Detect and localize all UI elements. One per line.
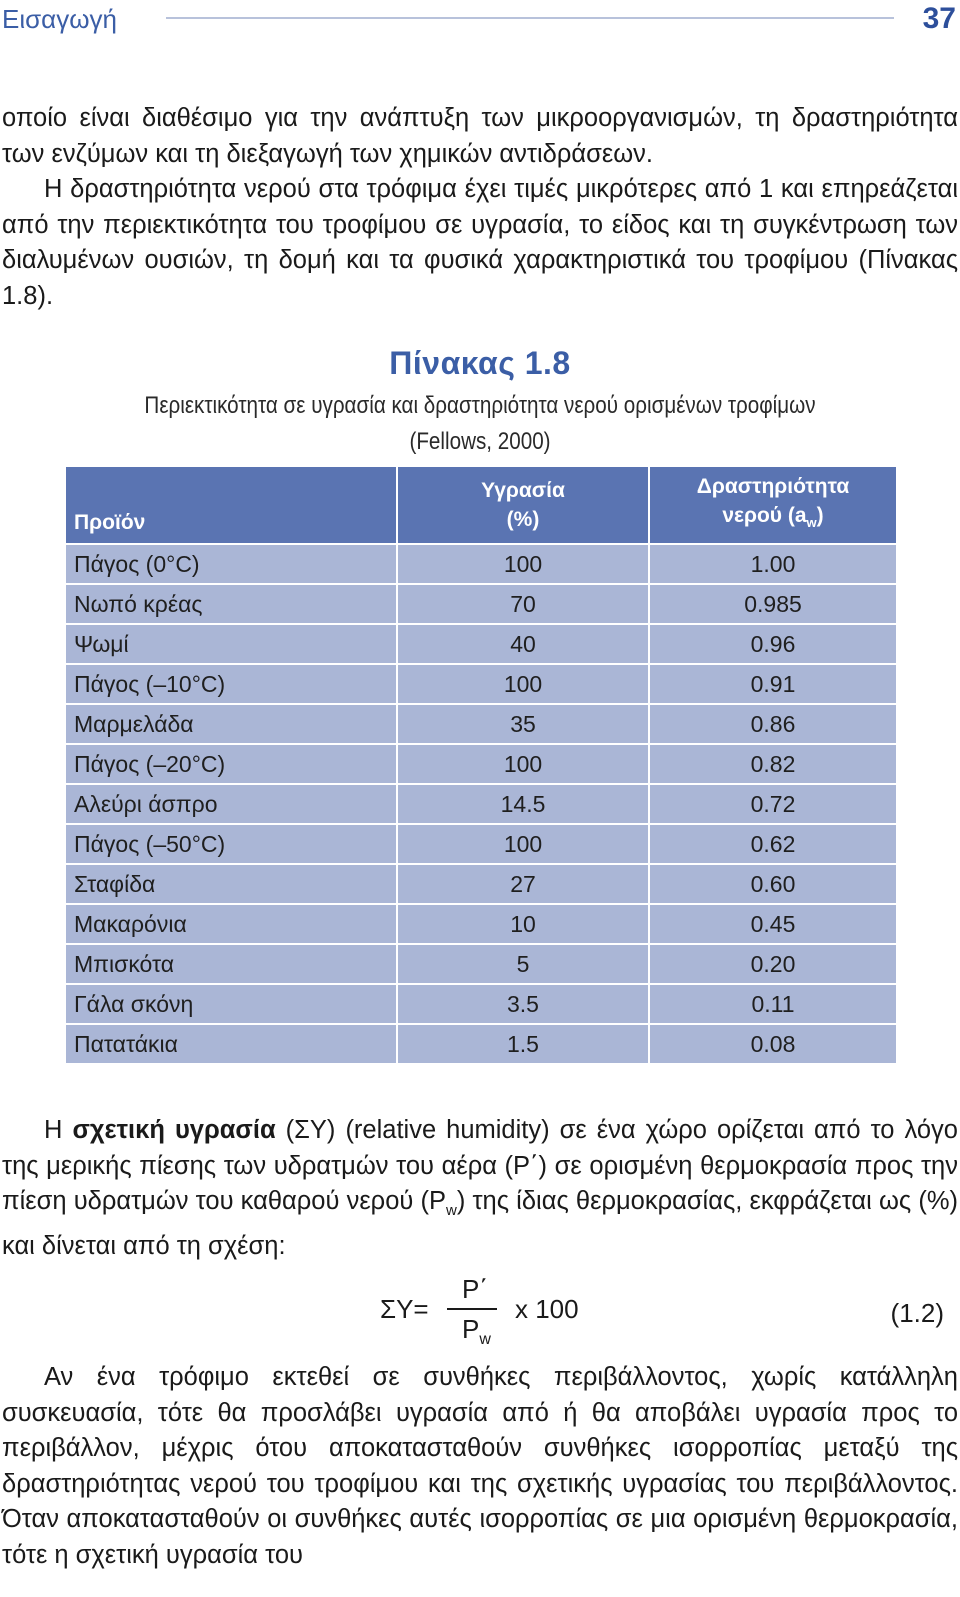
definition-paragraph: Η σχετική υγρασία (ΣΥ) (relative humidit…: [2, 1113, 958, 1264]
table-title: Πίνακας 1.8: [389, 345, 571, 381]
definition-rest-b: ) της ίδιας θερμοκρασίας, εκφράζεται ως …: [2, 1187, 958, 1260]
moisture-cell: 27: [396, 863, 650, 905]
table-row: Μπισκότα 5 0.20: [64, 943, 898, 985]
product-cell: Γάλα σκόνη: [64, 983, 398, 1025]
formula-denominator-sub: w: [479, 1331, 491, 1349]
table-row: Σταφίδα 27 0.60: [64, 863, 898, 905]
header-moisture-line2: (%): [506, 508, 540, 531]
water-activity-cell: 1.00: [648, 543, 898, 585]
product-cell: Πάγος (–20°C): [64, 743, 398, 785]
table-header-row: Προϊόν Υγρασία (%) Δραστηριότητα νερού (…: [64, 467, 898, 545]
header-activity-line2: νερού (a: [722, 504, 807, 528]
moisture-cell: 100: [396, 663, 650, 705]
moisture-cell: 70: [396, 583, 650, 625]
moisture-cell: 100: [396, 743, 650, 785]
page-number: 37: [922, 2, 956, 35]
water-activity-cell: 0.985: [648, 583, 898, 625]
water-activity-cell: 0.91: [648, 663, 898, 705]
definition-text: Η σχετική υγρασία (ΣΥ) (relative humidit…: [2, 1113, 958, 1264]
product-cell: Νωπό κρέας: [64, 583, 398, 625]
definition-sub: w: [445, 1202, 457, 1220]
moisture-cell: 35: [396, 703, 650, 745]
table-row: Πατατάκια 1.5 0.08: [64, 1023, 898, 1065]
product-cell: Πατατάκια: [64, 1023, 398, 1065]
water-activity-cell: 0.72: [648, 783, 898, 825]
product-cell: Πάγος (–10°C): [64, 663, 398, 705]
formula-block: ΣΥ= P΄ Pw x 100 (1.2): [0, 1274, 960, 1370]
product-cell: Μακαρόνια: [64, 903, 398, 945]
formula-denominator: Pw: [462, 1314, 491, 1349]
water-activity-cell: 0.11: [648, 983, 898, 1025]
data-table: Προϊόν Υγρασία (%) Δραστηριότητα νερού (…: [64, 467, 898, 1065]
water-activity-cell: 0.96: [648, 623, 898, 665]
water-activity-cell: 0.62: [648, 823, 898, 865]
table-row: Αλεύρι άσπρο 14.5 0.72: [64, 783, 898, 825]
header-product: Προϊόν: [64, 467, 398, 545]
water-activity-cell: 0.86: [648, 703, 898, 745]
formula-numerator: P΄: [462, 1274, 488, 1304]
table-caption: Περιεκτικότητα σε υγρασία και δραστηριότ…: [144, 392, 816, 455]
definition-rest-a: (ΣΥ) (relative humidity) σε ένα χώρο ορί…: [2, 1116, 958, 1215]
table-row: Πάγος (0°C) 100 1.00: [64, 543, 898, 585]
equation-number: (1.2): [890, 1298, 944, 1328]
header-activity-sub: w: [806, 515, 817, 531]
water-activity-cell: 0.45: [648, 903, 898, 945]
moisture-cell: 3.5: [396, 983, 650, 1025]
moisture-cell: 100: [396, 543, 650, 585]
table-row: Πάγος (–10°C) 100 0.91: [64, 663, 898, 705]
closing-text: Αν ένα τρόφιμο εκτεθεί σε συνθήκες περιβ…: [2, 1363, 958, 1569]
moisture-cell: 40: [396, 623, 650, 665]
formula-lhs: ΣΥ=: [380, 1294, 429, 1324]
header-moisture-line1: Υγρασία: [481, 479, 565, 502]
product-cell: Μπισκότα: [64, 943, 398, 985]
moisture-cell: 100: [396, 823, 650, 865]
table-row: Μαρμελάδα 35 0.86: [64, 703, 898, 745]
table-row: Νωπό κρέας 70 0.985: [64, 583, 898, 625]
moisture-cell: 10: [396, 903, 650, 945]
section-title: Εισαγωγή: [2, 4, 117, 34]
moisture-cell: 14.5: [396, 783, 650, 825]
table-body: Πάγος (0°C) 100 1.00 Νωπό κρέας 70 0.985 Ψωμί 4…: [64, 543, 898, 1065]
water-activity-cell: 0.60: [648, 863, 898, 905]
product-cell: Μαρμελάδα: [64, 703, 398, 745]
header-activity-end: ): [816, 504, 824, 528]
product-cell: Σταφίδα: [64, 863, 398, 905]
header-moisture: Υγρασία (%): [396, 467, 650, 545]
page-header: Εισαγωγή 37: [0, 0, 960, 40]
formula-multiplier: x 100: [515, 1294, 579, 1324]
header-water-activity: Δραστηριότητα νερού (aw): [648, 467, 898, 545]
product-cell: Πάγος (0°C): [64, 543, 398, 585]
definition-term: σχετική υγρασία: [72, 1116, 276, 1144]
definition-lead: Η: [44, 1116, 73, 1144]
fraction-bar: [447, 1308, 497, 1310]
intro-paragraph: οποίο είναι διαθέσιμο για την ανάπτυξη τ…: [2, 101, 958, 314]
product-cell: Πάγος (–50°C): [64, 823, 398, 865]
table-row: Πάγος (–50°C) 100 0.62: [64, 823, 898, 865]
intro-line-2: Η δραστηριότητα νερού στα τρόφιμα έχει τ…: [2, 175, 958, 310]
water-activity-cell: 0.20: [648, 943, 898, 985]
table-row: Ψωμί 40 0.96: [64, 623, 898, 665]
closing-paragraph: Αν ένα τρόφιμο εκτεθεί σε συνθήκες περιβ…: [2, 1360, 958, 1573]
intro-line-1: οποίο είναι διαθέσιμο για την ανάπτυξη τ…: [2, 104, 958, 168]
product-cell: Ψωμί: [64, 623, 398, 665]
table-row: Γάλα σκόνη 3.5 0.11: [64, 983, 898, 1025]
product-cell: Αλεύρι άσπρο: [64, 783, 398, 825]
header-activity-line1: Δραστηριότητα: [696, 475, 850, 499]
water-activity-cell: 0.08: [648, 1023, 898, 1065]
header-rule: [166, 17, 894, 19]
table-row: Πάγος (–20°C) 100 0.82: [64, 743, 898, 785]
water-activity-cell: 0.82: [648, 743, 898, 785]
moisture-cell: 1.5: [396, 1023, 650, 1065]
table-row: Μακαρόνια 10 0.45: [64, 903, 898, 945]
moisture-cell: 5: [396, 943, 650, 985]
formula-denominator-base: P: [462, 1314, 480, 1344]
